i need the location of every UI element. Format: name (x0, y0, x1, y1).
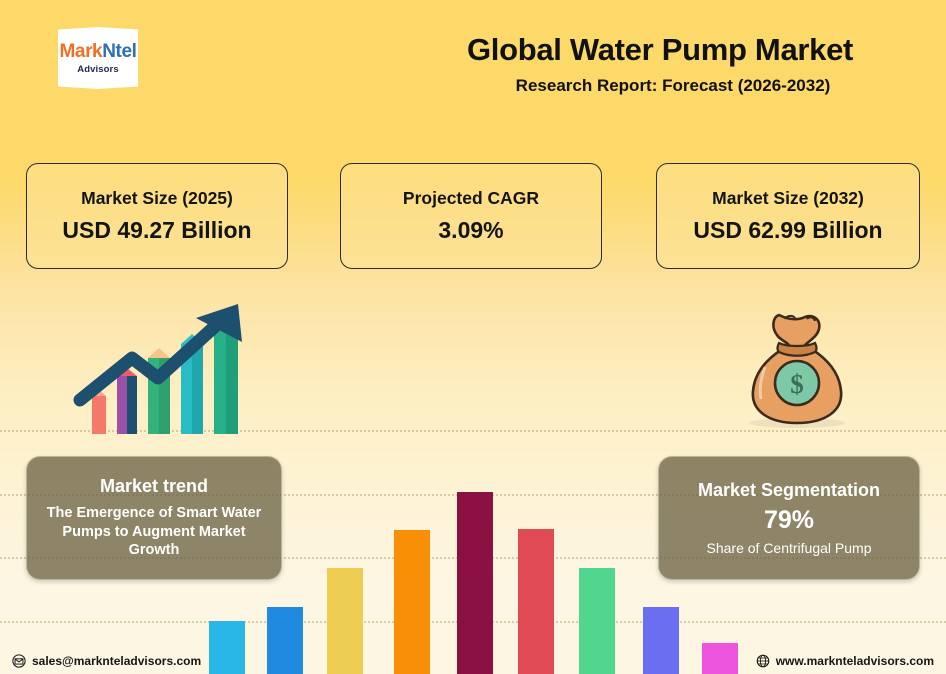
callout-body: The Emergence of Smart Water Pumps to Au… (46, 504, 262, 559)
chart-bar (579, 568, 615, 674)
callout-market-segmentation: Market Segmentation 79% Share of Centrif… (658, 456, 920, 580)
callout-market-trend: Market trend The Emergence of Smart Wate… (26, 456, 282, 580)
gridline-1 (0, 430, 946, 432)
chart-bar (702, 643, 738, 674)
callout-title: Market Segmentation (697, 480, 881, 500)
stat-label: Market Size (2025) (81, 188, 233, 208)
stat-card-market-size-2032: Market Size (2032) USD 62.99 Billion (656, 163, 920, 269)
callout-caption: Share of Centrifugal Pump (706, 540, 872, 556)
stat-value: USD 49.27 Billion (62, 217, 252, 243)
logo-wordmark: MarkNtel (59, 42, 136, 61)
page-subtitle: Research Report: Forecast (2026-2032) (515, 76, 831, 95)
money-bag-icon: $ (735, 305, 860, 430)
callout-value: 79% (763, 506, 815, 534)
svg-text:$: $ (790, 369, 804, 399)
stat-label: Market Size (2032) (712, 188, 864, 208)
markntel-logo[interactable]: MarkNtel Advisors (58, 27, 138, 89)
chart-bar (457, 492, 493, 674)
chart-bar (394, 530, 430, 674)
chart-bar (518, 529, 554, 674)
growth-arrow-chart-icon (62, 296, 277, 436)
bar-chart (0, 430, 946, 674)
callout-title: Market trend (99, 475, 209, 496)
chart-bar (267, 607, 303, 674)
chart-bar (209, 621, 245, 674)
logo-word-mark: Mark (59, 40, 103, 62)
stat-value: 3.09% (438, 217, 504, 243)
page-title: Global Water Pump Market (466, 32, 854, 67)
logo-subtext: Advisors (77, 63, 119, 75)
stat-card-market-size-2025: Market Size (2025) USD 49.27 Billion (26, 163, 288, 269)
chart-bar (327, 568, 363, 674)
stat-card-projected-cagr: Projected CAGR 3.09% (340, 163, 602, 269)
chart-bar (643, 607, 679, 674)
stat-value: USD 62.99 Billion (693, 217, 883, 243)
logo-word-ntel: Ntel (102, 40, 137, 62)
stat-label: Projected CAGR (402, 188, 540, 208)
